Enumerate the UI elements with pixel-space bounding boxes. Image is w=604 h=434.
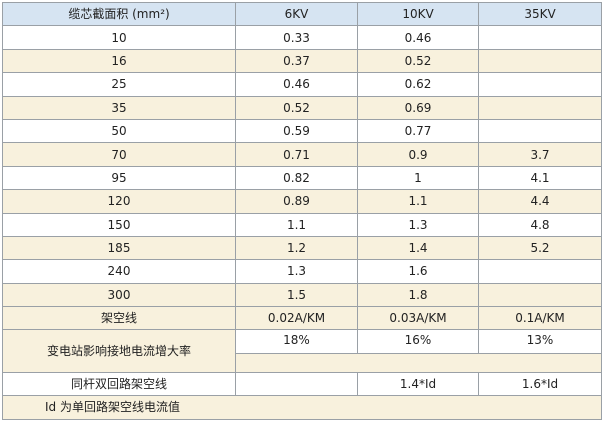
substation-6kv: 18% (235, 329, 358, 354)
cable-capacitance-table: 缆芯截面积 (mm²) 6KV 10KV 35KV 10 0.33 0.46 16 0.… (2, 1, 602, 420)
cross-section-cell: 70 (2, 142, 236, 167)
cross-section-cell: 240 (2, 259, 236, 284)
value-6kv-cell: 1.1 (235, 212, 358, 237)
table-row: 150 1.1 1.3 4.8 (2, 212, 602, 237)
value-6kv-cell: 0.71 (235, 142, 358, 167)
cross-section-cell: 150 (2, 212, 236, 237)
cross-section-cell: 300 (2, 282, 236, 308)
table-row: 50 0.59 0.77 (2, 118, 602, 144)
value-6kv-cell: 0.37 (235, 48, 358, 74)
value-6kv-cell: 1.2 (235, 235, 358, 261)
value-10kv-cell: 1.3 (357, 212, 479, 237)
cross-section-cell: 120 (2, 189, 236, 214)
value-35kv-cell (478, 118, 602, 144)
table-row: 185 1.2 1.4 5.2 (2, 235, 602, 261)
same-pole-label: 同杆双回路架空线 (2, 371, 236, 397)
value-6kv-cell: 1.3 (235, 259, 358, 284)
overhead-6kv: 0.02A/KM (235, 306, 358, 331)
value-10kv-cell: 1 (357, 165, 479, 191)
value-10kv-cell: 0.52 (357, 48, 479, 74)
table-row: 25 0.46 0.62 (2, 72, 602, 97)
table-row: 120 0.89 1.1 4.4 (2, 189, 602, 214)
value-35kv-cell (478, 72, 602, 97)
cross-section-cell: 185 (2, 235, 236, 261)
same-pole-row: 同杆双回路架空线 1.4*Id 1.6*Id (2, 371, 602, 397)
overhead-10kv: 0.03A/KM (357, 306, 479, 331)
cross-section-cell: 25 (2, 72, 236, 97)
value-35kv-cell: 4.1 (478, 165, 602, 191)
table-row: 16 0.37 0.52 (2, 48, 602, 74)
overhead-line-label: 架空线 (2, 306, 236, 331)
substation-rate-label: 变电站影响接地电流增大率 (2, 329, 236, 373)
same-pole-10kv: 1.4*Id (357, 371, 479, 397)
cross-section-cell: 10 (2, 25, 236, 50)
substation-35kv: 13% (478, 329, 602, 354)
value-10kv-cell: 1.1 (357, 189, 479, 214)
table-row: 10 0.33 0.46 (2, 25, 602, 50)
table-row: 70 0.71 0.9 3.7 (2, 142, 602, 167)
note-row: Id 为单回路架空线电流值 (2, 395, 602, 420)
value-6kv-cell: 0.82 (235, 165, 358, 191)
substation-10kv: 16% (357, 329, 479, 354)
value-35kv-cell (478, 259, 602, 284)
value-6kv-cell: 0.33 (235, 25, 358, 50)
value-35kv-cell: 3.7 (478, 142, 602, 167)
substation-rate-spacer (235, 352, 602, 373)
value-35kv-cell (478, 25, 602, 50)
value-6kv-cell: 0.52 (235, 95, 358, 120)
cross-section-cell: 35 (2, 95, 236, 120)
same-pole-6kv (235, 371, 358, 397)
value-10kv-cell: 0.46 (357, 25, 479, 50)
value-6kv-cell: 1.5 (235, 282, 358, 308)
header-row: 缆芯截面积 (mm²) 6KV 10KV 35KV (2, 1, 602, 27)
value-35kv-cell (478, 282, 602, 308)
substation-rate-row: 变电站影响接地电流增大率 18% 16% 13% (2, 329, 602, 373)
value-35kv-cell (478, 95, 602, 120)
value-10kv-cell: 1.6 (357, 259, 479, 284)
note-text: Id 为单回路架空线电流值 (2, 395, 602, 420)
value-10kv-cell: 0.69 (357, 95, 479, 120)
value-10kv-cell: 0.77 (357, 118, 479, 144)
value-35kv-cell: 5.2 (478, 235, 602, 261)
overhead-35kv: 0.1A/KM (478, 306, 602, 331)
value-10kv-cell: 1.4 (357, 235, 479, 261)
header-35kv: 35KV (478, 1, 602, 27)
value-10kv-cell: 1.8 (357, 282, 479, 308)
value-6kv-cell: 0.59 (235, 118, 358, 144)
header-cross-section: 缆芯截面积 (mm²) (2, 1, 236, 27)
overhead-line-row: 架空线 0.02A/KM 0.03A/KM 0.1A/KM (2, 306, 602, 331)
header-10kv: 10KV (357, 1, 479, 27)
same-pole-35kv: 1.6*Id (478, 371, 602, 397)
table-row: 300 1.5 1.8 (2, 282, 602, 308)
value-6kv-cell: 0.46 (235, 72, 358, 97)
table-row: 95 0.82 1 4.1 (2, 165, 602, 191)
value-10kv-cell: 0.9 (357, 142, 479, 167)
value-10kv-cell: 0.62 (357, 72, 479, 97)
value-35kv-cell: 4.4 (478, 189, 602, 214)
value-6kv-cell: 0.89 (235, 189, 358, 214)
substation-rate-spacer-row (3, 352, 602, 373)
table-row: 240 1.3 1.6 (2, 259, 602, 284)
header-6kv: 6KV (235, 1, 358, 27)
cross-section-cell: 50 (2, 118, 236, 144)
table-row: 35 0.52 0.69 (2, 95, 602, 120)
cross-section-cell: 95 (2, 165, 236, 191)
value-35kv-cell (478, 48, 602, 74)
value-35kv-cell: 4.8 (478, 212, 602, 237)
cross-section-cell: 16 (2, 48, 236, 74)
